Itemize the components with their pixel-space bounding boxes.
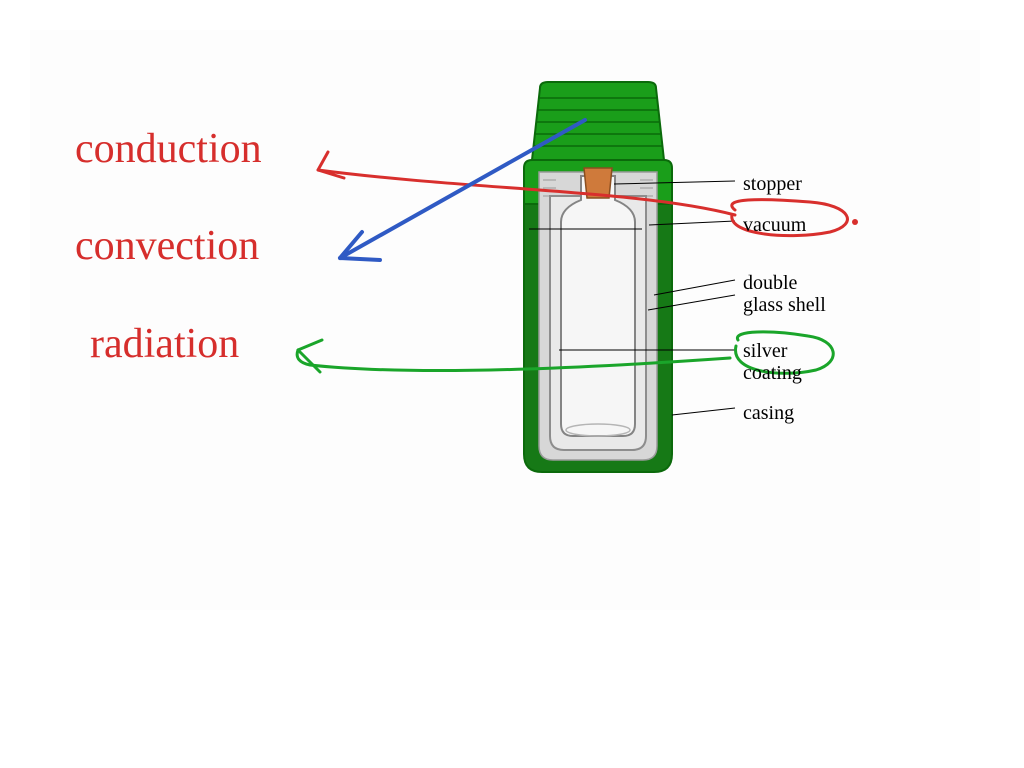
label-silver: silver coating xyxy=(743,340,802,384)
annotation-red-dot xyxy=(852,219,858,225)
label-convection: convection xyxy=(75,222,259,270)
annotation-red-arrow xyxy=(318,170,735,215)
label-casing: casing xyxy=(743,402,794,424)
label-double-shell: double glass shell xyxy=(743,272,826,316)
annotation-overlay xyxy=(0,0,1024,768)
label-vacuum: vacuum xyxy=(743,214,806,236)
annotation-green-arrow xyxy=(297,350,730,371)
label-stopper: stopper xyxy=(743,173,802,195)
annotation-blue-arrow xyxy=(340,120,585,258)
label-radiation: radiation xyxy=(90,320,239,368)
label-conduction: conduction xyxy=(75,125,262,173)
